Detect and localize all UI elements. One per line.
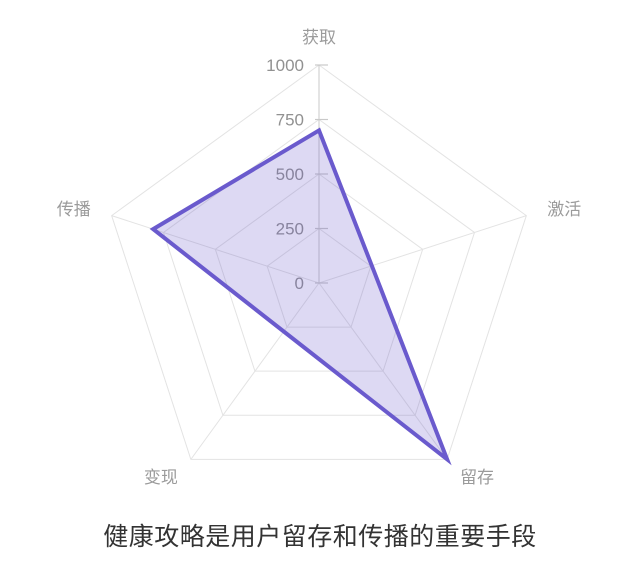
- chart-title: 健康攻略是用户留存和传播的重要手段: [103, 523, 537, 551]
- axis-spoke: [111, 215, 320, 284]
- tick-label: 1000: [266, 56, 304, 75]
- tick-label: 500: [276, 165, 304, 184]
- axis-label: 传播: [57, 200, 91, 219]
- axis-spoke: [318, 282, 448, 460]
- grid-ring: [162, 118, 476, 416]
- grid-ring: [266, 227, 372, 328]
- tick-label: 250: [276, 220, 304, 239]
- axis-label: 变现: [144, 468, 178, 487]
- axis-spoke: [190, 282, 320, 460]
- data-polygon: [149, 127, 452, 466]
- tick-label: 0: [295, 274, 304, 293]
- grid-ring: [214, 173, 424, 372]
- axis-spoke: [318, 215, 527, 284]
- axis-label: 留存: [460, 468, 494, 487]
- grid-ring: [111, 64, 527, 460]
- tick-label: 750: [276, 111, 304, 130]
- axis-label: 获取: [302, 28, 336, 47]
- axis-label: 激活: [547, 200, 581, 219]
